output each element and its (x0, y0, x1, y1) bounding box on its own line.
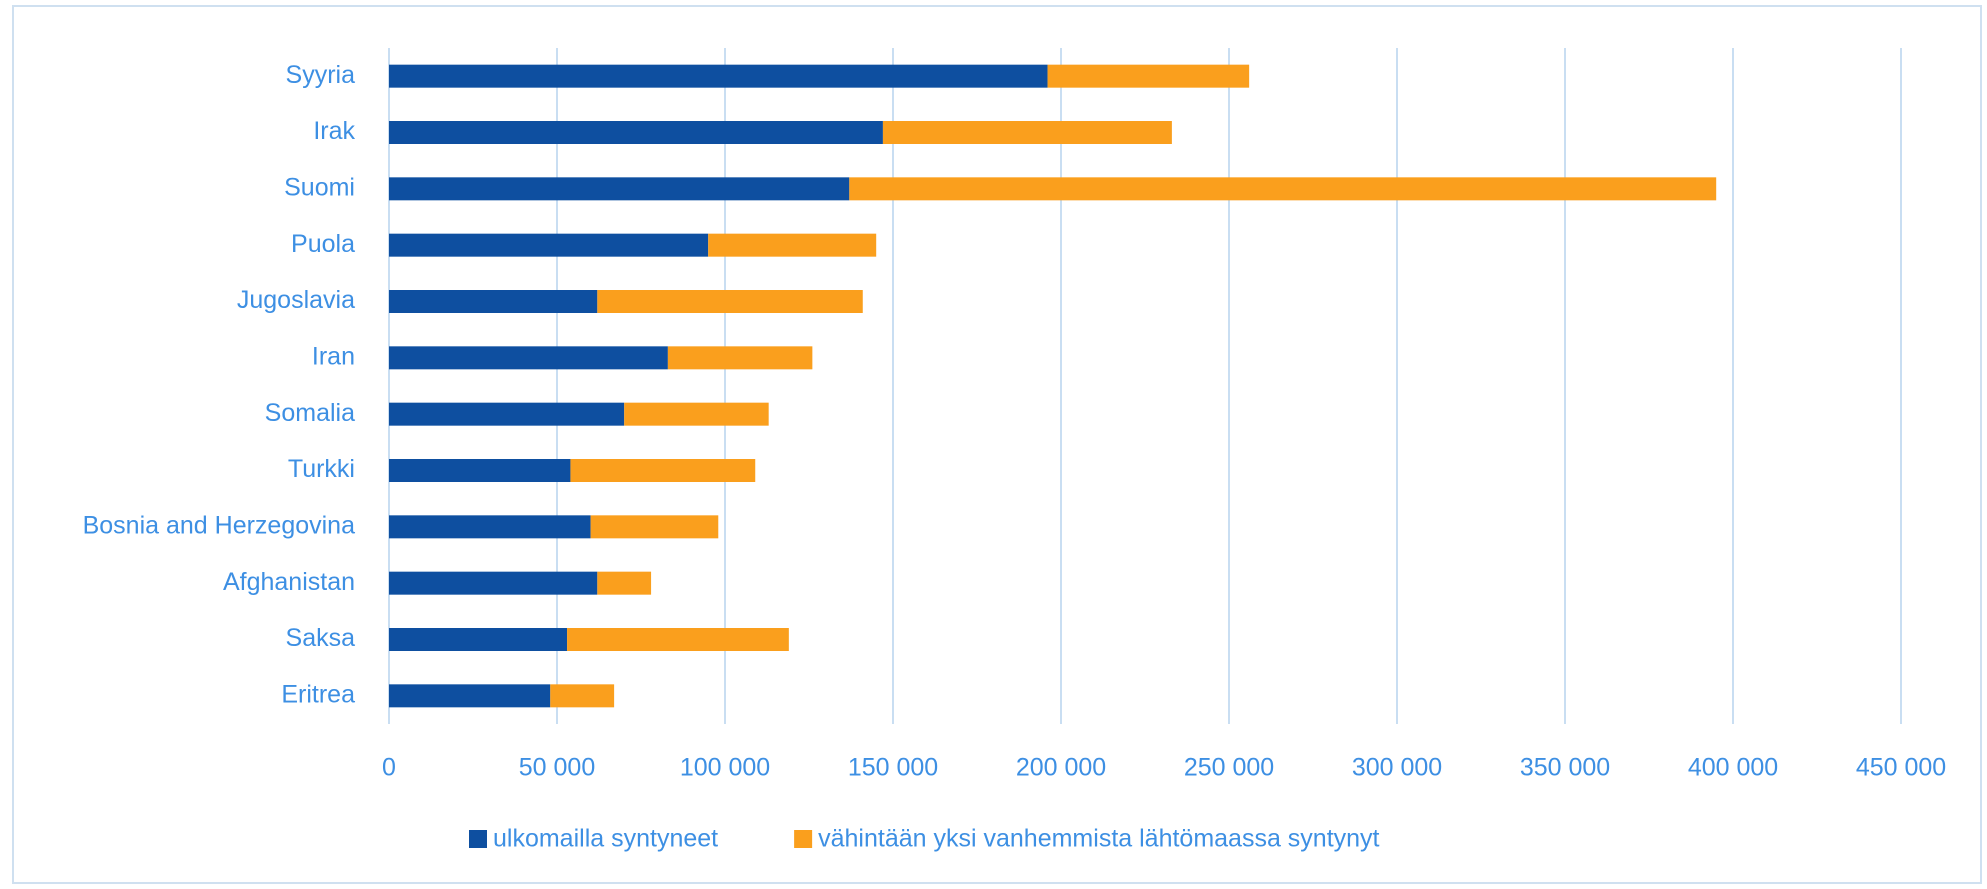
bar-segment (389, 571, 598, 595)
y-tick-label: Suomi (284, 173, 355, 201)
x-tick-label: 250 000 (1184, 754, 1274, 782)
bar-segment (389, 628, 568, 651)
y-tick-label: Saksa (286, 624, 356, 652)
bar-segment (389, 121, 883, 144)
bar-segment (597, 290, 863, 313)
bar-segment (597, 571, 652, 595)
bar-segment (550, 684, 615, 708)
legend-swatch (469, 830, 487, 848)
bar-segment (667, 346, 813, 370)
x-tick-label: 0 (382, 754, 396, 782)
y-tick-label: Syyria (286, 61, 356, 89)
bar-segment (389, 402, 625, 426)
x-tick-label: 300 000 (1352, 754, 1442, 782)
x-tick-label: 200 000 (1016, 754, 1106, 782)
chart-border (12, 5, 1982, 884)
x-tick-label: 150 000 (848, 754, 938, 782)
legend-label: vähintään yksi vanhemmista lähtömaassa s… (818, 825, 1379, 853)
legend-label: ulkomailla syntyneet (493, 825, 718, 853)
legend-swatch (794, 830, 813, 848)
y-tick-label: Jugoslavia (237, 286, 355, 314)
x-tick-label: 100 000 (680, 754, 770, 782)
bar-segment (1047, 64, 1250, 88)
x-tick-label: 450 000 (1856, 754, 1946, 782)
y-tick-label: Eritrea (281, 680, 355, 708)
y-tick-label: Iran (312, 342, 355, 370)
bar-segment (708, 233, 877, 257)
x-tick-label: 350 000 (1520, 754, 1610, 782)
y-tick-label: Somalia (265, 399, 355, 427)
bar-segment (624, 402, 769, 426)
y-tick-label: Irak (313, 117, 355, 145)
x-tick-label: 400 000 (1688, 754, 1778, 782)
bar-segment (389, 346, 668, 370)
bar-segment (389, 459, 571, 482)
bar-segment (389, 233, 709, 257)
y-tick-label: Turkki (288, 455, 355, 483)
bar-segment (849, 177, 1717, 201)
bar-segment (590, 515, 719, 539)
bar-segment (389, 64, 1048, 88)
bar-segment (570, 459, 756, 482)
y-tick-label: Puola (291, 230, 355, 258)
bar-segment (567, 628, 789, 651)
bar-segment (389, 684, 551, 708)
x-tick-label: 50 000 (519, 754, 595, 782)
bar-segment (882, 121, 1172, 144)
y-tick-label: Afghanistan (223, 568, 355, 596)
bar-segment (389, 177, 850, 201)
y-tick-label: Bosnia and Herzegovina (83, 511, 355, 539)
bar-segment (389, 290, 598, 313)
bar-segment (389, 515, 591, 539)
